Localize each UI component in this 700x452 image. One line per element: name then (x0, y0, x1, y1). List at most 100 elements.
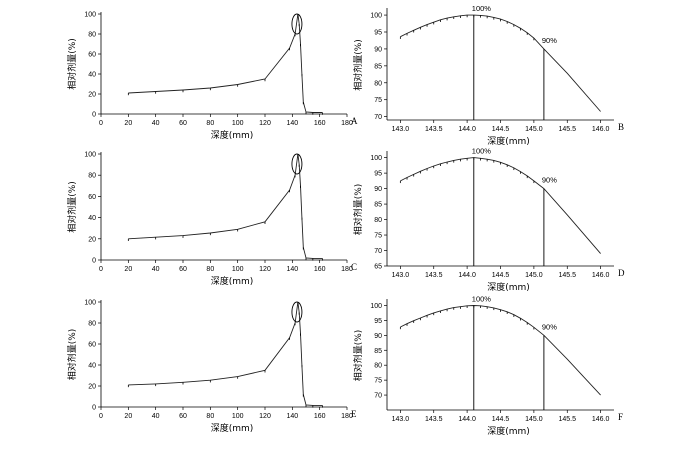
y-tick-label-f: 75 (374, 378, 382, 385)
panel-f: 143.0 143.5 144.0 144.5 145.0 145.5 146.0 70 75 8… (352, 294, 623, 437)
x-axis-label-e: 深度(mm) (211, 422, 254, 434)
peak-label-f: 100% (472, 294, 492, 303)
y-tick-label-e: 80 (88, 321, 96, 328)
x-tick-label-c: 0 (99, 266, 103, 273)
y-tick-label-c: 80 (88, 173, 96, 180)
y-tick-label-d: 70 (374, 248, 382, 255)
x-tick-label-e: 20 (124, 413, 132, 420)
y-axis-label-e: 相对剂量(%) (66, 329, 78, 381)
y-tick-label-f: 70 (374, 393, 382, 400)
panel-c: 0 20 40 60 80 100 120 140 160 180 0 20 40 60 80 100 深度(m… (66, 152, 357, 288)
x-tick-label-a: 60 (179, 120, 187, 127)
y-tick-label-d: 85 (374, 202, 382, 209)
dose-curve-f (400, 305, 601, 396)
y-axis-label-c: 相对剂量(%) (66, 181, 78, 233)
y-tick-label-d: 65 (374, 264, 382, 271)
x-tick-label-e: 180 (341, 413, 353, 420)
y-axis-label-b: 相对剂量(%) (352, 39, 364, 91)
y-tick-label-c: 20 (88, 236, 96, 243)
y-tick-label-a: 0 (92, 112, 96, 119)
x-axis-label-d: 深度(mm) (487, 281, 530, 293)
x-tick-label-e: 80 (206, 413, 214, 420)
x-tick-label-a: 20 (124, 120, 132, 127)
x-tick-label-f: 145.0 (525, 416, 543, 423)
peak-label-d: 100% (472, 147, 492, 156)
x-tick-label-d: 144.0 (458, 272, 476, 279)
panel-label-d: D (618, 268, 625, 278)
panel-d: 143.0 143.5 144.0 144.5 145.0 145.5 146.0 65 70 7… (352, 147, 625, 293)
y-tick-label-b: 100 (370, 13, 382, 20)
x-tick-label-a: 100 (232, 120, 244, 127)
y-tick-label-f: 80 (374, 363, 382, 370)
peak-label-b: 100% (472, 4, 492, 13)
dose-curve-d (400, 157, 601, 254)
x-tick-label-a: 140 (286, 120, 298, 127)
x-axis-label-f: 深度(mm) (487, 425, 530, 437)
dose-curve-e (128, 301, 323, 406)
x-tick-label-c: 160 (314, 266, 326, 273)
y-tick-label-b: 75 (374, 97, 382, 104)
dose-curve-b (400, 14, 601, 112)
y-tick-label-f: 90 (374, 333, 382, 340)
x-tick-label-f: 143.0 (392, 416, 410, 423)
panel-label-a: A (351, 116, 358, 126)
x-tick-label-e: 0 (99, 413, 103, 420)
y-tick-label-d: 95 (374, 171, 382, 178)
y-tick-label-a: 80 (88, 32, 96, 39)
y-tick-label-a: 60 (88, 52, 96, 59)
x-tick-label-a: 80 (206, 120, 214, 127)
x-tick-label-d: 145.0 (525, 272, 543, 279)
y-tick-label-b: 85 (374, 63, 382, 70)
y-tick-label-a: 40 (88, 72, 96, 79)
x-tick-label-f: 143.5 (425, 416, 443, 423)
panel-label-c: C (351, 262, 357, 272)
x-tick-label-e: 120 (259, 413, 271, 420)
x-tick-label-b: 144.5 (492, 126, 510, 133)
x-tick-label-d: 145.5 (558, 272, 576, 279)
x-tick-label-c: 120 (259, 266, 271, 273)
y-tick-label-b: 70 (374, 114, 382, 121)
x-tick-label-d: 143.5 (425, 272, 443, 279)
x-tick-label-e: 100 (232, 413, 244, 420)
x-tick-label-c: 100 (232, 266, 244, 273)
x-tick-label-b: 144.0 (458, 126, 476, 133)
y-axis-label-a: 相对剂量(%) (66, 38, 78, 90)
x-axis-label-c: 深度(mm) (211, 275, 254, 287)
y-tick-label-e: 0 (92, 405, 96, 412)
y-tick-label-f: 85 (374, 348, 382, 355)
x-tick-label-a: 160 (314, 120, 326, 127)
panel-a: 0 20 40 60 80 100 120 140 160 180 0 20 40 60 80 100 深度(m… (66, 12, 358, 142)
y-tick-label-d: 80 (374, 217, 382, 224)
x-tick-label-f: 146.0 (592, 416, 610, 423)
x-tick-label-b: 146.0 (592, 126, 610, 133)
peak-ellipse-c (291, 153, 303, 175)
y-tick-label-a: 20 (88, 92, 96, 99)
x-tick-label-c: 20 (124, 266, 132, 273)
y-tick-label-d: 100 (370, 155, 382, 162)
peak-ellipse-a (291, 13, 303, 35)
panel-e: 0 20 40 60 80 100 120 140 160 180 0 20 40 60 80 100 深度(m… (66, 300, 357, 435)
y-tick-label-d: 90 (374, 186, 382, 193)
d90-label-d: 90% (542, 176, 557, 185)
y-tick-label-a: 100 (84, 12, 96, 19)
x-tick-label-a: 180 (341, 120, 353, 127)
y-tick-label-f: 95 (374, 318, 382, 325)
x-tick-label-f: 144.0 (458, 416, 476, 423)
x-tick-label-f: 145.5 (558, 416, 576, 423)
x-tick-label-a: 120 (259, 120, 271, 127)
x-axis-label-b: 深度(mm) (487, 135, 530, 147)
x-tick-label-c: 60 (179, 266, 187, 273)
y-tick-label-c: 60 (88, 194, 96, 201)
y-tick-label-e: 100 (84, 300, 96, 307)
x-tick-label-d: 143.0 (392, 272, 410, 279)
x-tick-label-e: 40 (152, 413, 160, 420)
x-tick-label-e: 140 (286, 413, 298, 420)
y-tick-label-e: 60 (88, 342, 96, 349)
x-tick-label-c: 80 (206, 266, 214, 273)
x-tick-label-b: 145.5 (558, 126, 576, 133)
x-tick-label-c: 180 (341, 266, 353, 273)
dose-curve-a (128, 13, 323, 113)
y-tick-label-e: 40 (88, 363, 96, 370)
d90-label-f: 90% (542, 322, 557, 331)
